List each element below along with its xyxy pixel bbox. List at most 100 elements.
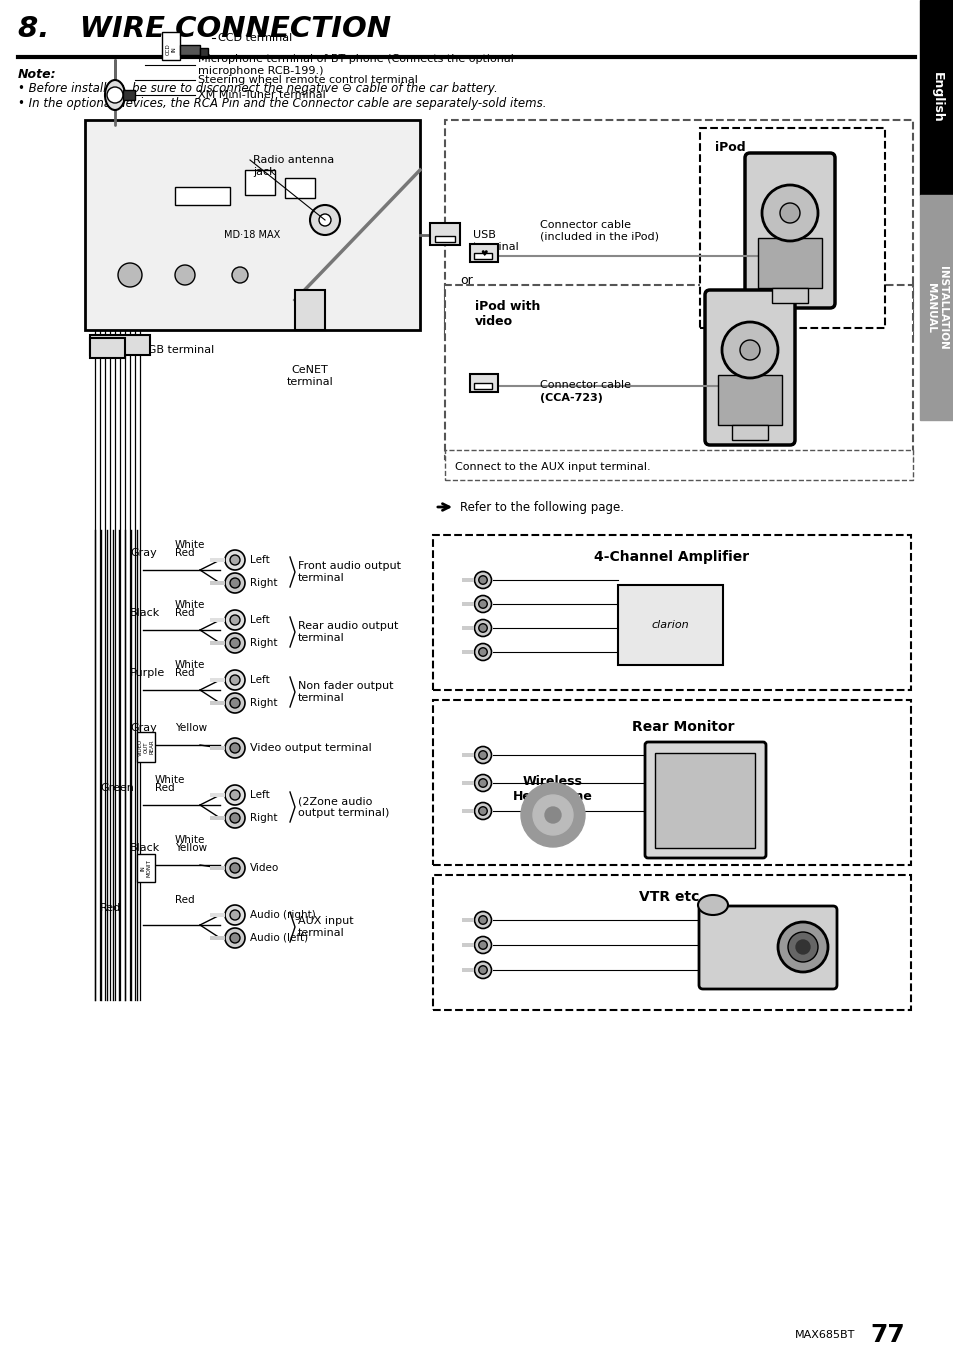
Circle shape (230, 863, 240, 873)
Text: iPod: iPod (714, 141, 745, 154)
Text: White: White (174, 539, 205, 550)
Bar (433, 700, 910, 865)
Circle shape (230, 579, 240, 588)
Circle shape (478, 648, 487, 656)
Bar (174, 187, 230, 206)
Text: Right: Right (250, 579, 277, 588)
Circle shape (474, 572, 491, 588)
Text: Rear audio output
terminal: Rear audio output terminal (297, 621, 398, 642)
Text: 4-Channel Amplifier: 4-Channel Amplifier (594, 550, 749, 564)
Circle shape (107, 87, 123, 103)
Text: Purple: Purple (130, 668, 165, 677)
Circle shape (230, 744, 240, 753)
Circle shape (478, 965, 487, 975)
Bar (461, 579, 474, 581)
Bar (210, 618, 225, 622)
Circle shape (478, 807, 487, 815)
Text: VTR etc.: VTR etc. (639, 890, 704, 904)
Text: USB
terminal: USB terminal (473, 230, 519, 251)
Text: Black: Black (130, 844, 160, 853)
Text: Yellow: Yellow (174, 844, 207, 853)
Bar (210, 794, 225, 796)
Text: Video output terminal: Video output terminal (250, 744, 372, 753)
Text: (CCA-723): (CCA-723) (539, 393, 602, 403)
Text: AUX input
terminal: AUX input terminal (297, 917, 354, 938)
Text: Front audio output
terminal: Front audio output terminal (297, 561, 400, 583)
Circle shape (225, 786, 245, 804)
Text: Red: Red (100, 903, 121, 913)
Text: (2Zone audio
output terminal): (2Zone audio output terminal) (297, 796, 389, 818)
Text: Microphone terminal of BT phone (Connects the optional
microphone RCB-199.): Microphone terminal of BT phone (Connect… (198, 54, 514, 76)
Circle shape (520, 783, 584, 846)
Text: Left: Left (250, 615, 270, 625)
Bar (90, 335, 150, 356)
Text: Yellow: Yellow (174, 723, 207, 733)
Bar (200, 49, 208, 55)
Text: clarion: clarion (651, 621, 688, 630)
Circle shape (478, 915, 487, 925)
Bar (718, 375, 781, 425)
Circle shape (225, 927, 245, 948)
Circle shape (533, 795, 573, 836)
Text: Left: Left (250, 790, 270, 800)
Circle shape (174, 265, 194, 285)
Circle shape (230, 638, 240, 648)
Circle shape (225, 633, 245, 653)
Text: ♥: ♥ (479, 250, 487, 258)
Text: White: White (174, 600, 205, 610)
Text: or: or (460, 273, 473, 287)
FancyBboxPatch shape (744, 153, 834, 308)
Circle shape (225, 573, 245, 594)
Circle shape (474, 644, 491, 661)
Circle shape (478, 576, 487, 584)
Text: Red: Red (174, 548, 194, 558)
Bar (123, 91, 135, 100)
Bar (210, 558, 225, 562)
Circle shape (787, 932, 817, 963)
Text: Red: Red (174, 668, 194, 677)
Circle shape (232, 266, 248, 283)
Bar (162, 32, 180, 59)
Bar (294, 289, 325, 330)
Circle shape (474, 595, 491, 612)
Bar (461, 810, 474, 813)
Bar (210, 867, 225, 869)
Bar (90, 338, 125, 358)
Text: • In the optional devices, the RCA Pin and the Connector cable are separately-so: • In the optional devices, the RCA Pin a… (18, 97, 546, 110)
Text: Red: Red (174, 608, 194, 618)
Bar (771, 288, 807, 303)
Bar (210, 581, 225, 585)
Circle shape (225, 550, 245, 571)
Bar (285, 178, 314, 197)
Bar (461, 781, 474, 784)
Text: CeNET
terminal: CeNET terminal (286, 365, 333, 387)
Circle shape (318, 214, 331, 226)
Bar (758, 238, 821, 288)
Text: Gray: Gray (130, 723, 156, 733)
Text: Audio (right): Audio (right) (250, 910, 315, 919)
FancyBboxPatch shape (644, 742, 765, 859)
Bar (655, 753, 754, 848)
Bar (210, 641, 225, 645)
Circle shape (778, 922, 827, 972)
Bar (137, 731, 154, 763)
Circle shape (478, 941, 487, 949)
Text: Refer to the following page.: Refer to the following page. (459, 500, 623, 514)
Circle shape (474, 961, 491, 979)
Circle shape (478, 623, 487, 633)
Bar (461, 918, 474, 922)
Bar (919, 0, 953, 195)
Bar (137, 854, 154, 882)
Bar (461, 626, 474, 630)
Text: Connect to the AUX input terminal.: Connect to the AUX input terminal. (455, 462, 650, 472)
Circle shape (478, 600, 487, 608)
Circle shape (225, 904, 245, 925)
Circle shape (478, 779, 487, 787)
Text: Non fader output
terminal: Non fader output terminal (297, 681, 393, 703)
Text: Connector cable: Connector cable (539, 380, 630, 402)
Text: Radio antenna
jack: Radio antenna jack (253, 155, 334, 177)
Circle shape (225, 694, 245, 713)
Text: Connector cable
(included in the iPod): Connector cable (included in the iPod) (539, 220, 659, 242)
Text: • Before installing, be sure to disconnect the negative ⊖ cable of the car batte: • Before installing, be sure to disconne… (18, 82, 497, 95)
Circle shape (795, 940, 809, 955)
